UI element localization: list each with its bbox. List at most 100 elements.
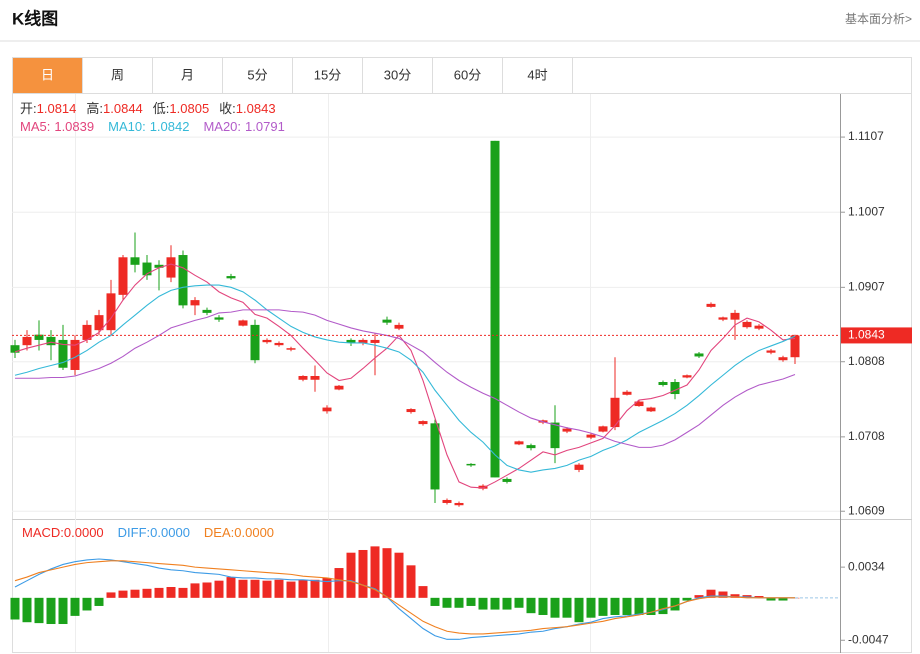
candle-body: [562, 428, 572, 432]
macd-bar: [646, 597, 656, 615]
candle-body: [130, 257, 140, 265]
ma-line: [14, 284, 796, 473]
macd-bar: [214, 580, 224, 598]
macd-bar: [82, 597, 92, 611]
candle-body: [226, 276, 236, 279]
tab-label: 周: [111, 67, 124, 82]
macd-bar: [142, 588, 152, 598]
tab-label: 5分: [247, 67, 267, 82]
candle-body: [454, 502, 464, 506]
macd-bar: [394, 552, 404, 598]
candle-body: [382, 319, 392, 323]
candle-body: [670, 382, 680, 395]
macd-bar: [94, 597, 104, 606]
macd-bar: [298, 579, 308, 598]
last-price-tag: [841, 327, 912, 344]
tab[interactable]: 日: [12, 57, 83, 94]
tab[interactable]: 月: [152, 57, 223, 94]
fundamental-link[interactable]: 基本面分析>: [845, 12, 912, 26]
ohlc-label: 收:: [219, 101, 236, 116]
tab[interactable]: 60分: [432, 57, 503, 94]
macd-bar: [406, 565, 416, 598]
macd-bar: [10, 597, 20, 620]
macd-bar: [466, 597, 476, 606]
macd-bar: [46, 597, 56, 625]
macd-bar: [70, 597, 80, 616]
tab[interactable]: 周: [82, 57, 153, 94]
macd-bar: [766, 597, 776, 601]
legend-name: MA10:: [108, 119, 146, 134]
macd-bar: [502, 597, 512, 610]
macd-bar: [262, 580, 272, 598]
macd-bar: [226, 577, 236, 598]
ohlc-value: 1.0805: [169, 101, 209, 116]
candle-body: [34, 334, 44, 340]
candle-body: [106, 293, 116, 331]
tab[interactable]: 5分: [222, 57, 293, 94]
legend-value: 1.0791: [245, 119, 285, 134]
tab-background: [292, 57, 363, 94]
candle-body: [238, 320, 248, 326]
tab[interactable]: 15分: [292, 57, 363, 94]
tab[interactable]: 4时: [502, 57, 573, 94]
chart-frame: [12, 93, 912, 653]
macd-bar: [178, 587, 188, 598]
candle-body: [742, 321, 752, 328]
candle-body: [682, 375, 692, 378]
candle-body: [142, 262, 152, 276]
candle-body: [442, 499, 452, 503]
tab-label: 15分: [314, 67, 341, 82]
ohlc-value: 1.0843: [236, 101, 276, 116]
candle-body: [10, 345, 20, 353]
macd-bar: [562, 597, 572, 618]
legend-value: 0.0000: [150, 525, 190, 540]
ma-legend: MA5: 1.0839 MA10: 1.0842 MA20: 1.0791: [20, 119, 285, 134]
page-title: K线图: [12, 8, 58, 28]
candle-body: [214, 317, 224, 320]
candle-body: [610, 397, 620, 428]
legend-value: 0.0000: [234, 525, 274, 540]
y-tick-label: 1.0708: [848, 429, 885, 443]
candle-body: [550, 422, 560, 449]
candle-body: [490, 140, 500, 478]
macd-bar: [310, 579, 320, 598]
candle-body: [694, 353, 704, 357]
ohlc-label: 高:: [86, 101, 103, 116]
macd-bar: [58, 597, 68, 625]
candle-body: [418, 421, 428, 425]
candle-body: [250, 324, 260, 361]
candle-body: [502, 478, 512, 482]
macd-bar: [610, 597, 620, 615]
ohlc-value: 1.0844: [103, 101, 143, 116]
candle-body: [46, 336, 56, 346]
candle-body: [346, 339, 356, 343]
candle-body: [514, 441, 524, 445]
macd-bar: [454, 597, 464, 608]
macd-bar: [190, 583, 200, 598]
candle-body: [358, 339, 368, 343]
macd-bar: [322, 577, 332, 598]
candle-body: [166, 257, 176, 278]
tab-label: 日: [41, 67, 54, 82]
macd-bar: [550, 597, 560, 618]
candle-body: [58, 339, 68, 368]
candle-body: [718, 317, 728, 320]
candle-body: [526, 445, 536, 449]
candle-body: [430, 423, 440, 490]
candle-body: [622, 391, 632, 395]
macd-bar: [382, 548, 392, 598]
y-tick-label: -0.0047: [848, 632, 889, 646]
macd-bar: [250, 579, 260, 598]
tab-background: [432, 57, 503, 94]
macd-bar: [334, 568, 344, 598]
candle-body: [766, 350, 776, 353]
candle-body: [286, 348, 296, 350]
tab[interactable]: 30分: [362, 57, 433, 94]
candle-body: [778, 357, 788, 361]
tab-background: [152, 57, 223, 94]
macd-bar: [202, 582, 212, 598]
candle-body: [94, 315, 104, 331]
macd-bar: [154, 587, 164, 598]
candle-body: [310, 375, 320, 380]
